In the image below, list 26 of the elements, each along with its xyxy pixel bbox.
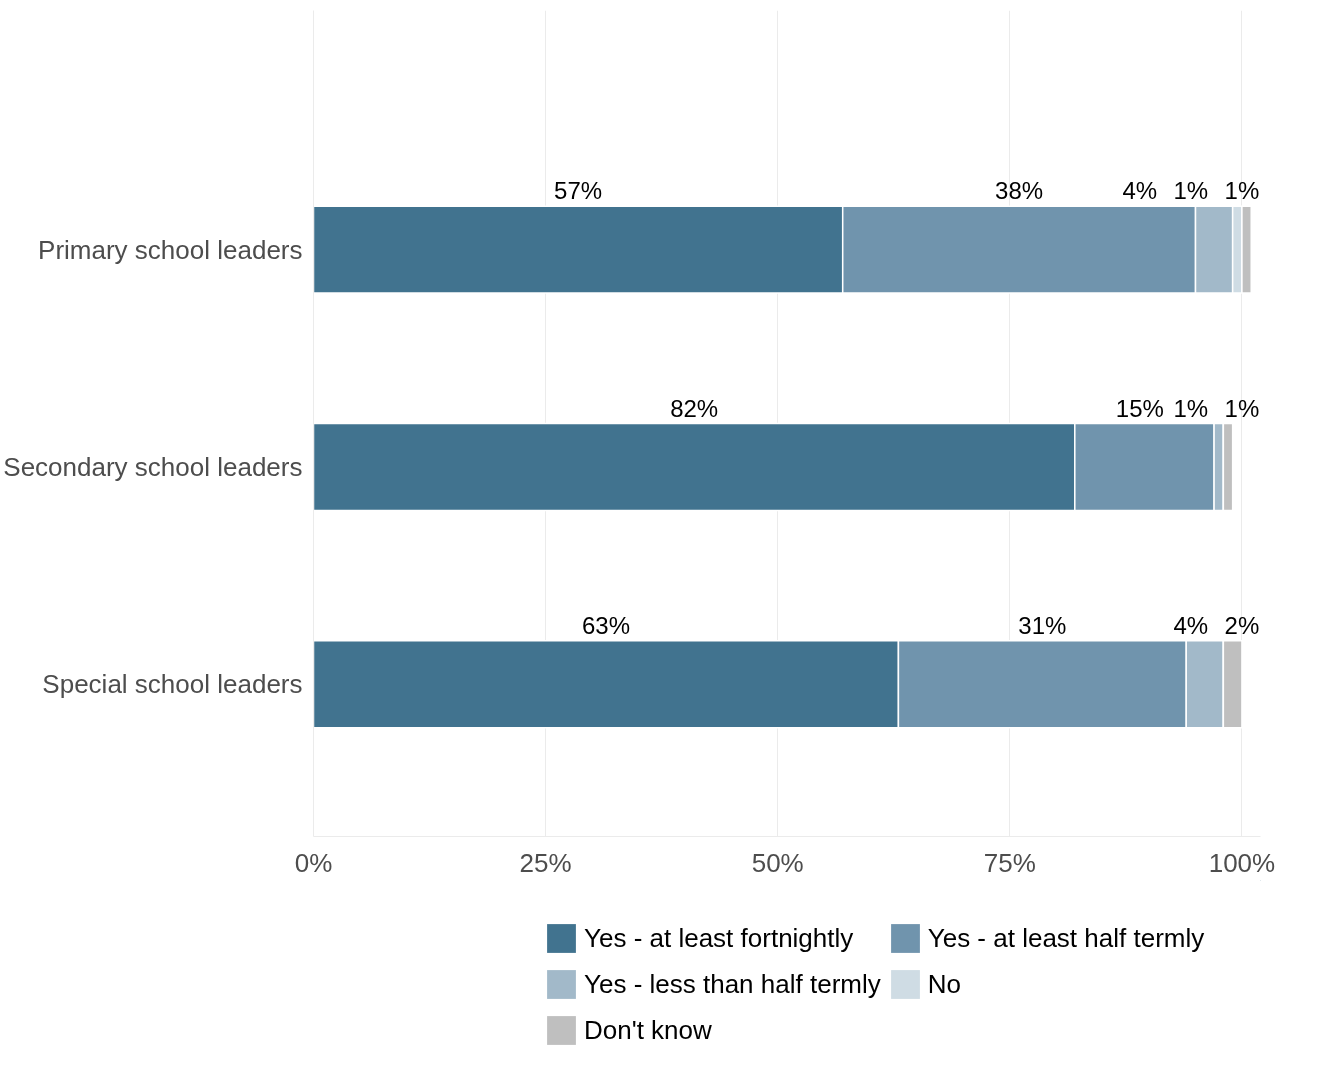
data-label: 15% [1115,394,1164,422]
data-label: 31% [1018,612,1067,640]
data-label: 1% [1173,394,1209,422]
legend-label: Yes - at least fortnightly [584,921,854,955]
data-label: 1% [1224,177,1260,205]
data-label: 57% [554,177,603,205]
data-label: 38% [995,177,1044,205]
legend-label: No [927,967,961,1001]
data-label: 1% [1224,394,1260,422]
data-label: 4% [1122,177,1158,205]
data-label: 1% [1173,177,1209,205]
x-tick-label: 25% [519,847,572,878]
legend-label: Yes - at least half termly [927,921,1205,955]
y-tick-label: Primary school leaders [38,234,303,265]
legend-label: Yes - less than half termly [584,967,881,1001]
x-tick-label: 100% [1208,847,1276,878]
y-tick-label: Special school leaders [42,669,303,700]
data-label: 4% [1173,612,1209,640]
data-label: 63% [581,612,630,640]
legend-label: Don't know [584,1013,712,1047]
x-tick-label: 50% [751,847,804,878]
x-tick-label: 75% [983,847,1036,878]
y-tick-label: Secondary school leaders [3,451,303,482]
x-tick-label: 0% [294,847,333,878]
data-label: 2% [1224,612,1260,640]
data-label: 82% [670,394,719,422]
